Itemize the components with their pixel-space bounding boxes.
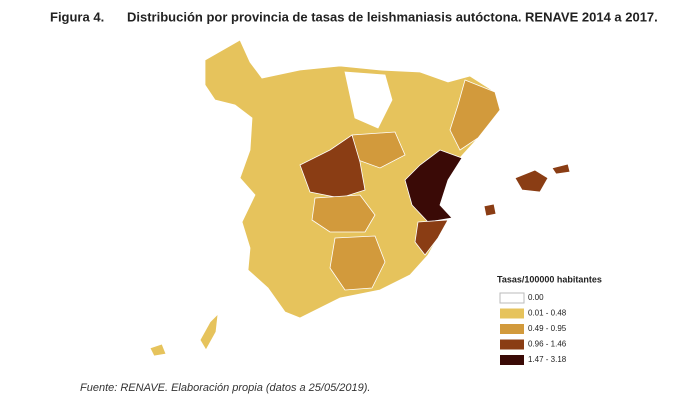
legend-swatch bbox=[500, 324, 524, 334]
region bbox=[329, 235, 386, 291]
region bbox=[483, 203, 497, 217]
figure-label: Figura 4. bbox=[50, 9, 104, 24]
region bbox=[514, 169, 549, 193]
map bbox=[94, 39, 571, 357]
legend-label: 1.47 - 3.18 bbox=[528, 355, 567, 364]
legend-swatch bbox=[500, 355, 524, 365]
source: Fuente: RENAVE. Elaboración propia (dato… bbox=[80, 382, 370, 394]
region bbox=[299, 134, 366, 199]
legend-swatch bbox=[500, 308, 524, 319]
legend: 0.00 0.01 - 0.48 0.49 - 0.95 0.96 - 1.46 1.4… bbox=[499, 292, 567, 365]
region bbox=[149, 343, 167, 357]
region bbox=[94, 325, 109, 339]
region bbox=[344, 71, 393, 129]
figure-title: Distribución por provincia de tasas de l… bbox=[127, 9, 658, 24]
region bbox=[199, 312, 219, 351]
legend-swatch bbox=[499, 292, 525, 304]
legend-label: 0.96 - 1.46 bbox=[528, 340, 567, 349]
region bbox=[551, 163, 571, 175]
legend-label: 0.00 bbox=[528, 293, 544, 302]
region bbox=[311, 194, 376, 233]
legend-title: Tasas/100000 habitantes bbox=[497, 274, 602, 284]
region bbox=[414, 219, 449, 256]
legend-label: 0.01 - 0.48 bbox=[528, 309, 567, 318]
legend-label: 0.49 - 0.95 bbox=[528, 324, 567, 333]
legend-swatch bbox=[500, 339, 524, 350]
region bbox=[404, 149, 463, 223]
region bbox=[117, 337, 139, 355]
region bbox=[449, 79, 501, 151]
